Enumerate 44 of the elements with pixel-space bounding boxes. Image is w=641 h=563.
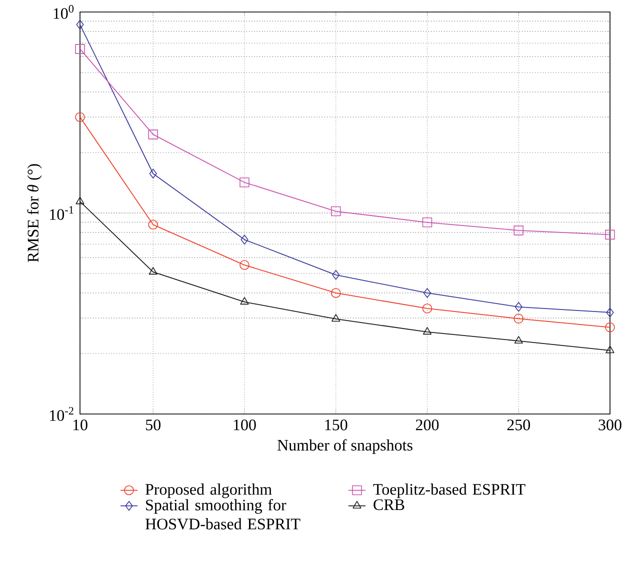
point [422,327,432,335]
point [240,260,250,270]
point [75,112,85,122]
x-tick-label: 150 [325,420,348,430]
legend-label: Proposed algorithm [145,484,272,498]
x-tick-label: 300 [598,420,622,430]
point [514,314,524,324]
point [332,270,340,280]
x-tick-label: 50 [146,420,160,430]
point [605,322,615,332]
point [514,302,522,312]
point [422,217,432,228]
point [606,346,614,354]
point [148,220,158,230]
point [605,230,615,240]
point [240,297,249,305]
legend-label: CRB [374,499,404,510]
x-axis-title: Number of snapshots [277,439,412,454]
legend-label: Spatial smoothing for HOSVD-based ESPRIT [145,499,300,530]
point [422,304,432,314]
x-tick-label: 100 [234,420,256,430]
point [240,177,250,188]
x-tick-label: 250 [507,420,530,430]
y-axis-title: RMSE for θ (°) [27,164,42,262]
point [75,44,85,54]
point [330,206,341,216]
point [514,226,524,236]
point [330,288,341,298]
point [149,168,157,179]
point [148,267,158,275]
point [76,196,84,204]
point [148,130,158,140]
point [423,288,432,298]
point [332,314,340,322]
point [606,308,614,318]
x-tick-label: 10 [73,420,88,430]
y-tick-label: 10$^{0}$ [54,5,74,19]
y-tick-label: 10$^{-1}$ [50,206,74,220]
point [76,20,84,30]
point [514,336,523,344]
point [240,234,248,245]
legend-label: Toeplitz-based ESPRIT [373,484,526,498]
x-tick-label: 200 [416,420,439,430]
y-tick-label: 10$^{-2}$ [50,407,74,421]
